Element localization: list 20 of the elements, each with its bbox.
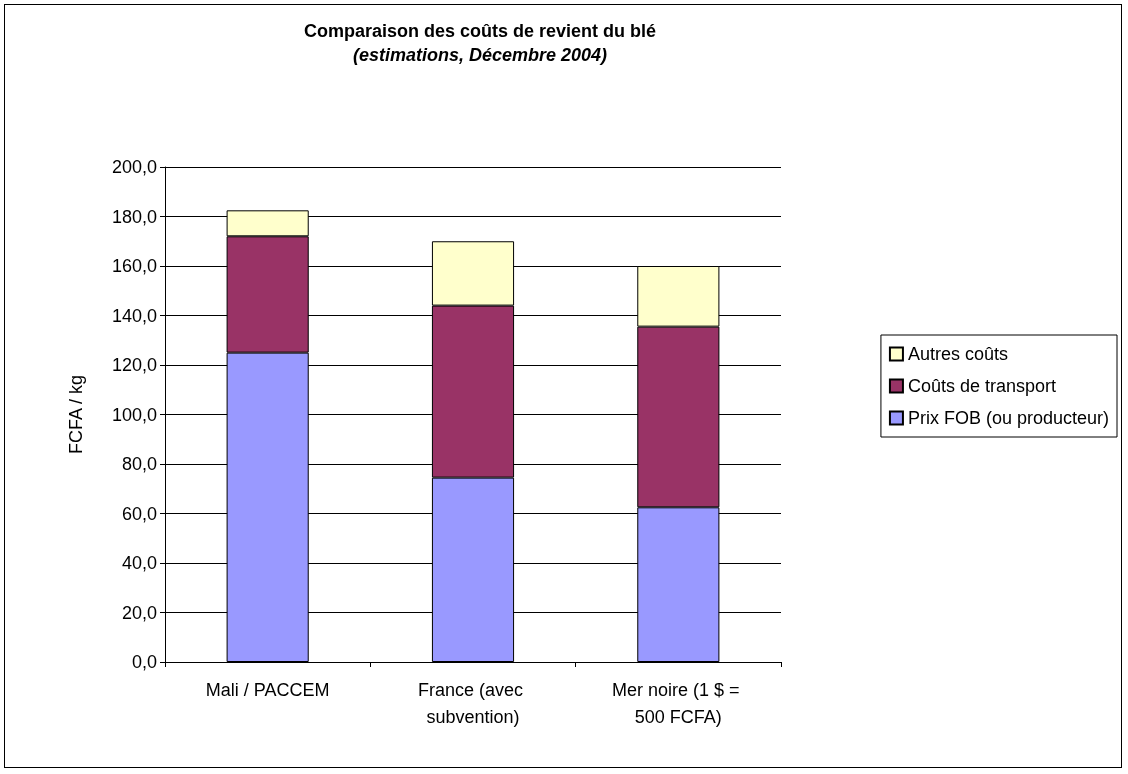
y-tick-label: 0,0 — [131, 652, 157, 672]
x-tick-label: Mali / PACCEM — [205, 679, 330, 700]
y-tick-label: 20,0 — [121, 602, 157, 623]
y-tick-label: 80,0 — [121, 454, 157, 474]
y-tick-label: 60,0 — [121, 503, 157, 524]
x-tick-label: France (avec subvention) — [417, 679, 529, 727]
y-tick-label: 140,0 — [111, 305, 157, 326]
legend-label: Coûts de transport — [907, 376, 1057, 396]
y-axis-title: FCFA / kg — [66, 374, 86, 455]
legend-label: Autres coûts — [907, 344, 1008, 364]
y-tick-label: 40,0 — [121, 553, 157, 573]
chart-title: Comparaison des coûts de revient du blé — [303, 21, 657, 41]
y-tick-label: 100,0 — [111, 404, 157, 425]
chart-subtitle: (estimations, Décembre 2004) — [352, 45, 608, 65]
y-tick-label: 180,0 — [111, 206, 157, 227]
legend-label: Prix FOB (ou producteur) — [907, 408, 1110, 428]
y-tick-label: 120,0 — [111, 355, 157, 375]
y-tick-label: 200,0 — [111, 157, 157, 177]
x-tick-label: Mer noire (1 $ = 500 FCFA) — [612, 679, 745, 727]
y-tick-label: 160,0 — [111, 256, 157, 276]
